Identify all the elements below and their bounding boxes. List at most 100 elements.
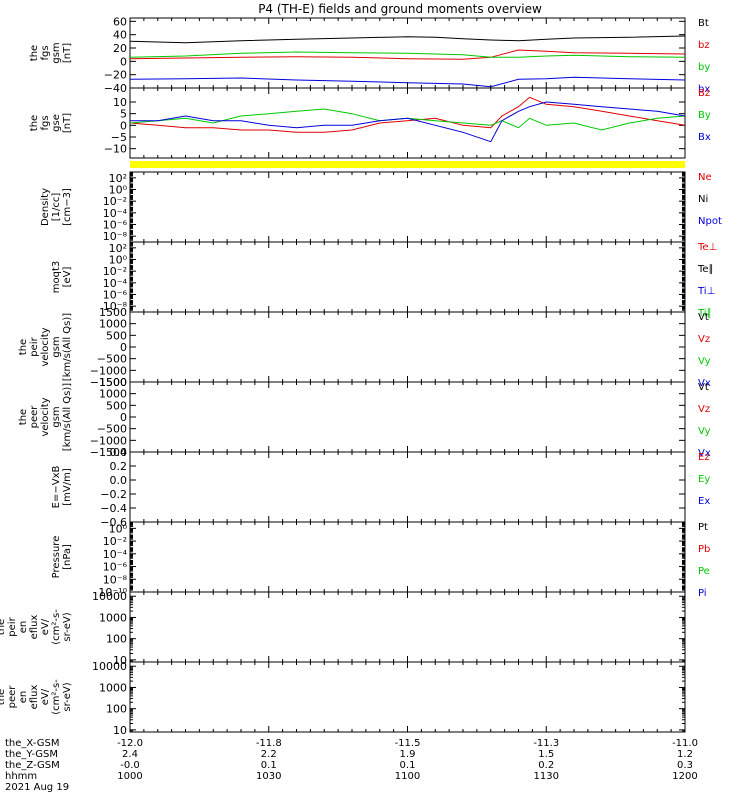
legend-entry: Ni bbox=[698, 194, 708, 205]
y-axis-label-line: en bbox=[18, 691, 29, 704]
panel-frame bbox=[129, 241, 686, 313]
yellow-quality-bar bbox=[130, 161, 685, 168]
y-tick-label: −0.6 bbox=[100, 516, 127, 529]
y-tick-label: 1000 bbox=[99, 611, 127, 624]
y-axis-label-line: sr-eV) bbox=[62, 612, 73, 641]
y-axis-label-line: [cm−3] bbox=[62, 188, 73, 226]
y-tick-label: −5 bbox=[111, 131, 127, 144]
y-tick-label: 100 bbox=[106, 633, 127, 646]
x-row-value: 1.2 bbox=[677, 749, 693, 760]
series-line-bx bbox=[129, 76, 686, 88]
y-axis-label-line: the bbox=[18, 339, 29, 355]
time-axis-table: the_X-GSM -12.0 -11.8 -11.5 -11.3 -11.0 the_Y-… bbox=[5, 738, 698, 793]
x-row-value: 1200 bbox=[672, 771, 697, 782]
y-tick-label: 500 bbox=[106, 399, 127, 412]
panel-frame bbox=[129, 451, 686, 523]
y-axis-label-line: [1/cc] bbox=[51, 193, 62, 222]
y-tick-label: −1000 bbox=[90, 364, 127, 377]
y-tick-label: 10⁰ bbox=[109, 184, 128, 197]
y-tick-label: 10⁻⁴ bbox=[103, 207, 128, 220]
date-label: 2021 Aug 19 bbox=[5, 782, 69, 793]
panel-frame bbox=[129, 171, 686, 243]
y-tick-label: −500 bbox=[97, 423, 127, 436]
y-tick-label: 1000 bbox=[99, 318, 127, 331]
y-axis-label-line: gsm bbox=[51, 336, 62, 357]
legend-entry: Pe bbox=[698, 566, 710, 577]
y-tick-label: 10⁰ bbox=[109, 522, 128, 535]
legend-entry: Vz bbox=[698, 334, 710, 345]
y-axis-label: the peir velocity gsm [km/s(All Qs)] bbox=[18, 313, 73, 381]
y-axis-label-line: peir bbox=[7, 616, 18, 636]
y-tick-label: 10 bbox=[113, 654, 127, 667]
legend-entry: Ti⊥ bbox=[697, 286, 715, 297]
legend-entry: Vx bbox=[698, 448, 711, 459]
y-axis-label-line: gse bbox=[51, 114, 62, 132]
panel-frame bbox=[129, 521, 686, 593]
y-axis-label: the fgs gse [nT] bbox=[29, 113, 73, 133]
legend-entry: Pi bbox=[698, 588, 707, 599]
legend-entry: Pb bbox=[698, 544, 710, 555]
series-line-by bbox=[129, 51, 686, 58]
y-tick-label: 500 bbox=[106, 329, 127, 342]
y-tick-label: 10000 bbox=[92, 590, 127, 603]
y-tick-label: 5 bbox=[120, 108, 127, 121]
y-tick-label: 10⁻¹⁰ bbox=[98, 586, 127, 599]
x-row-value: -11.3 bbox=[533, 738, 559, 749]
y-tick-label: −40 bbox=[104, 82, 127, 95]
y-axis-label-line: en bbox=[18, 621, 29, 634]
legend-entry: Vy bbox=[698, 426, 711, 437]
y-axis-label-line: E=−VxB bbox=[51, 466, 62, 509]
y-tick-label: 10⁻² bbox=[103, 195, 127, 208]
y-tick-label: −0.2 bbox=[100, 488, 127, 501]
x-row-value: -11.0 bbox=[672, 738, 698, 749]
panel-frame bbox=[129, 661, 686, 733]
y-axis-label-line: eflux bbox=[29, 615, 40, 640]
y-axis-label-line: eV/ bbox=[40, 618, 51, 635]
y-tick-label: 1000 bbox=[99, 388, 127, 401]
y-tick-label: −0.4 bbox=[100, 502, 127, 515]
y-axis-label-line: (cm²-s- bbox=[51, 679, 62, 715]
panel-frame bbox=[129, 311, 686, 383]
x-row-value: -0.0 bbox=[120, 760, 140, 771]
y-tick-label: 10 bbox=[113, 724, 127, 737]
legend-entry: Vt bbox=[698, 382, 709, 393]
y-tick-label: −1500 bbox=[90, 376, 127, 389]
y-tick-label: 10⁻⁴ bbox=[103, 548, 128, 561]
y-tick-label: −500 bbox=[97, 353, 127, 366]
x-row-label: hhmm bbox=[5, 771, 37, 782]
y-tick-label: 40 bbox=[113, 29, 127, 42]
x-row-label: the_Z-GSM bbox=[5, 760, 60, 771]
y-axis-label-line: gsm bbox=[51, 42, 62, 63]
legend-entry: Vz bbox=[698, 404, 710, 415]
y-axis-label: the fgs gsm [nT] bbox=[29, 42, 73, 63]
panel-peer_en: 10000 1000 100 10 the peer en eflux eV/(cm²-s-sr… bbox=[0, 660, 686, 737]
y-tick-label: −1500 bbox=[90, 446, 127, 459]
y-axis-label-line: [nT] bbox=[62, 43, 73, 63]
legend-entry: Ey bbox=[698, 474, 710, 485]
y-tick-label: 0.0 bbox=[110, 474, 128, 487]
y-tick-label: 10⁻⁶ bbox=[103, 561, 128, 574]
y-axis-label-line: the bbox=[18, 409, 29, 425]
y-tick-label: 0 bbox=[120, 341, 127, 354]
y-tick-label: 10⁻² bbox=[103, 535, 127, 548]
panel-frame bbox=[129, 381, 686, 453]
y-axis-label: the peer en eflux eV/(cm²-s-sr-eV) bbox=[0, 679, 73, 715]
y-axis-label-line: [km/s(All Qs)] bbox=[62, 383, 73, 451]
y-tick-label: −20 bbox=[104, 69, 127, 82]
y-tick-label: 0.2 bbox=[110, 460, 128, 473]
y-tick-label: 10⁰ bbox=[109, 254, 128, 267]
x-row-value: 1100 bbox=[395, 771, 420, 782]
y-axis-label-line: peer bbox=[29, 405, 40, 429]
y-axis-label-line: eflux bbox=[29, 685, 40, 710]
y-tick-label: 10⁻⁸ bbox=[103, 230, 128, 243]
legend-entry: Bz bbox=[698, 88, 710, 99]
legend-entry: Ex bbox=[698, 496, 710, 507]
y-tick-label: 20 bbox=[113, 42, 127, 55]
y-tick-label: 0 bbox=[120, 119, 127, 132]
y-axis-label-line: Density bbox=[40, 188, 51, 226]
legend-entry: Vt bbox=[698, 312, 709, 323]
